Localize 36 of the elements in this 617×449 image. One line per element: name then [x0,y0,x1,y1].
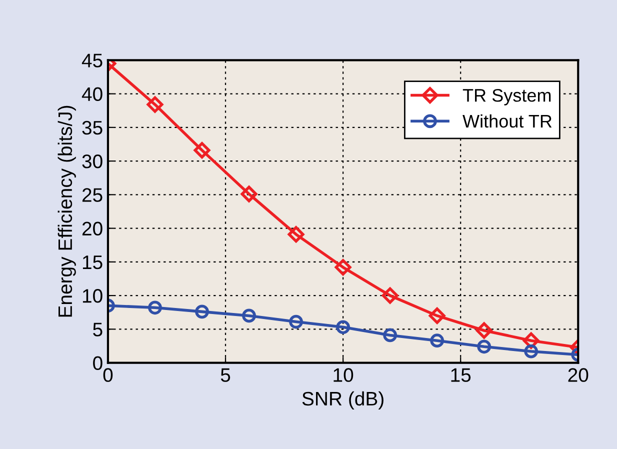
point [240,186,258,202]
point [334,259,352,276]
point [242,308,256,323]
point [288,226,304,243]
point [148,300,162,315]
y-axis-title: Energy Efficiency (bits/J) [58,106,76,317]
x-tick-label: 10 [334,368,354,382]
point [382,287,398,304]
x-tick-label: 0 [103,368,113,382]
point [430,334,444,348]
point [194,142,210,159]
y-tick-label: 10 [82,289,102,303]
y-tick-label: 40 [82,87,102,102]
point [476,322,492,339]
point [289,314,303,329]
y-tick-label: 35 [82,120,102,135]
legend-label: Without TR [462,114,552,128]
point [146,96,164,113]
y-tick-label: 20 [82,222,102,236]
x-axis-title: SNR (dB) [302,391,384,410]
x-tick-label: 20 [568,368,588,382]
y-tick-label: 45 [82,54,102,68]
legend-label: TR System [462,89,551,106]
y-tick-label: 15 [82,256,102,270]
point [477,340,492,354]
point [383,328,398,342]
y-tick-label: 30 [82,154,102,168]
point [195,304,209,319]
x-tick-label: 15 [451,368,471,382]
y-tick-label: 5 [93,322,102,336]
y-tick-label: 0 [93,356,102,370]
y-tick-label: 25 [82,188,102,202]
point [428,307,446,324]
x-tick-label: 5 [220,368,230,382]
point [336,320,350,334]
point [524,344,538,358]
